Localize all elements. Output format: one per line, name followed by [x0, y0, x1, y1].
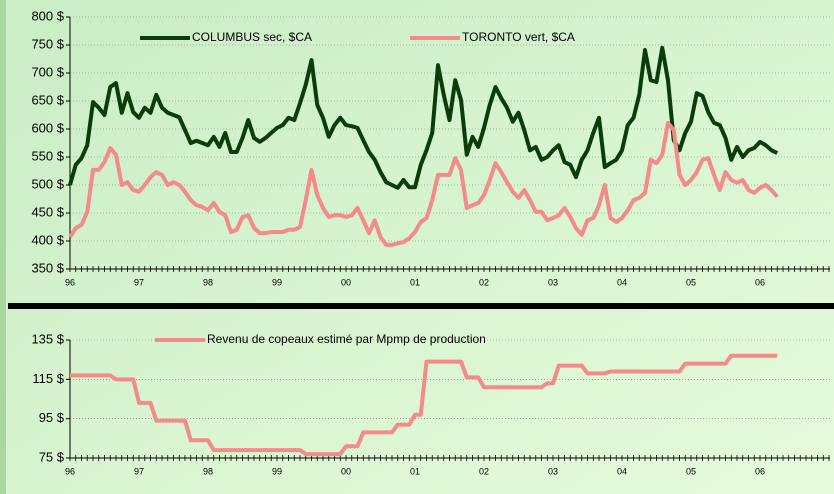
y-tick-label: 135 $: [31, 331, 64, 346]
x-tick-label: 05: [686, 466, 696, 476]
x-tick-label: 97: [134, 466, 144, 476]
x-tick-label: 06: [755, 277, 765, 287]
x-tick-label: 97: [134, 277, 144, 287]
line-series: [68, 45, 779, 190]
x-tick-label: 96: [65, 277, 75, 287]
x-tick-label: 06: [755, 466, 765, 476]
x-tick-label: 99: [272, 277, 282, 287]
x-tick-label: 02: [479, 277, 489, 287]
x-tick-label: 02: [479, 466, 489, 476]
left-edge: [0, 0, 6, 494]
x-tick-label: 05: [686, 277, 696, 287]
x-tick-label: 99: [272, 466, 282, 476]
separator: [8, 303, 834, 309]
x-tick-label: 96: [65, 466, 75, 476]
x-tick-label: 04: [617, 466, 627, 476]
x-tick-label: 98: [203, 277, 213, 287]
line-series: [68, 120, 779, 247]
y-tick-label: 115 $: [32, 371, 64, 386]
y-tick-label: 450 $: [31, 204, 64, 219]
y-tick-label: 95 $: [39, 410, 65, 425]
y-tick-label: 400 $: [31, 232, 64, 247]
y-tick-label: 650 $: [31, 92, 64, 107]
legend-label: TORONTO vert, $CA: [462, 30, 575, 44]
x-tick-label: 01: [410, 277, 420, 287]
x-tick-label: 03: [548, 466, 558, 476]
y-tick-label: 350 $: [31, 260, 64, 275]
x-tick-label: 01: [410, 466, 420, 476]
y-tick-label: 750 $: [31, 36, 64, 51]
y-tick-label: 500 $: [31, 176, 64, 191]
legend-label: COLUMBUS sec, $CA: [192, 30, 312, 44]
x-tick-label: 03: [548, 277, 558, 287]
y-tick-label: 75 $: [39, 449, 65, 464]
y-tick-label: 800 $: [31, 8, 64, 23]
x-tick-label: 00: [341, 277, 351, 287]
x-tick-label: 98: [203, 466, 213, 476]
line-series: [70, 353, 778, 457]
y-tick-label: 550 $: [31, 148, 64, 163]
x-tick-label: 00: [341, 466, 351, 476]
x-tick-label: 04: [617, 277, 627, 287]
legend-label: Revenu de copeaux estimé par Mpmp de pro…: [207, 332, 486, 346]
y-tick-label: 600 $: [31, 120, 64, 135]
y-tick-label: 700 $: [31, 64, 64, 79]
